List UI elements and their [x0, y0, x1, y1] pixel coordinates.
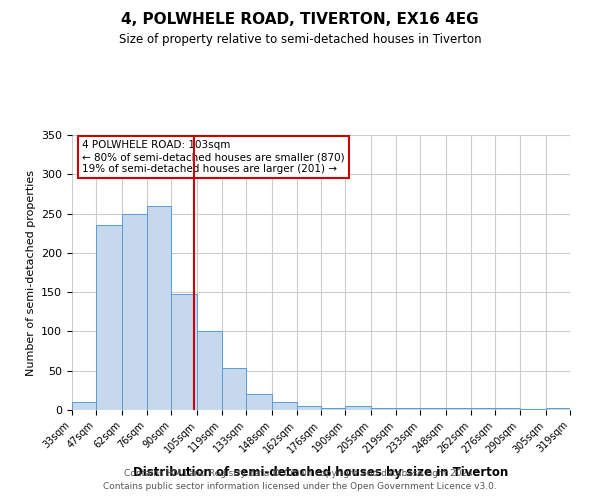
Bar [396, 408, 420, 410]
Bar [197, 332, 222, 410]
Bar [97, 226, 122, 410]
Text: Size of property relative to semi-detached houses in Tiverton: Size of property relative to semi-detach… [119, 32, 481, 46]
Text: 4, POLWHELE ROAD, TIVERTON, EX16 4EG: 4, POLWHELE ROAD, TIVERTON, EX16 4EG [121, 12, 479, 28]
Bar [545, 408, 570, 410]
Bar [222, 368, 246, 410]
Bar [272, 402, 296, 410]
Bar [371, 408, 396, 410]
Bar [246, 394, 272, 410]
Bar [346, 406, 371, 410]
Bar [72, 402, 97, 410]
Bar [171, 294, 197, 410]
Bar [122, 214, 147, 410]
Bar [446, 408, 471, 410]
Bar [520, 409, 545, 410]
Bar [420, 408, 446, 410]
Text: Contains public sector information licensed under the Open Government Licence v3: Contains public sector information licen… [103, 482, 497, 491]
Bar [495, 408, 520, 410]
Bar [321, 408, 346, 410]
Bar [296, 406, 321, 410]
Y-axis label: Number of semi-detached properties: Number of semi-detached properties [26, 170, 35, 376]
Text: Contains HM Land Registry data © Crown copyright and database right 2024.: Contains HM Land Registry data © Crown c… [124, 468, 476, 477]
Bar [471, 408, 495, 410]
Bar [147, 206, 171, 410]
Text: 4 POLWHELE ROAD: 103sqm
← 80% of semi-detached houses are smaller (870)
19% of s: 4 POLWHELE ROAD: 103sqm ← 80% of semi-de… [82, 140, 344, 173]
X-axis label: Distribution of semi-detached houses by size in Tiverton: Distribution of semi-detached houses by … [133, 466, 509, 478]
